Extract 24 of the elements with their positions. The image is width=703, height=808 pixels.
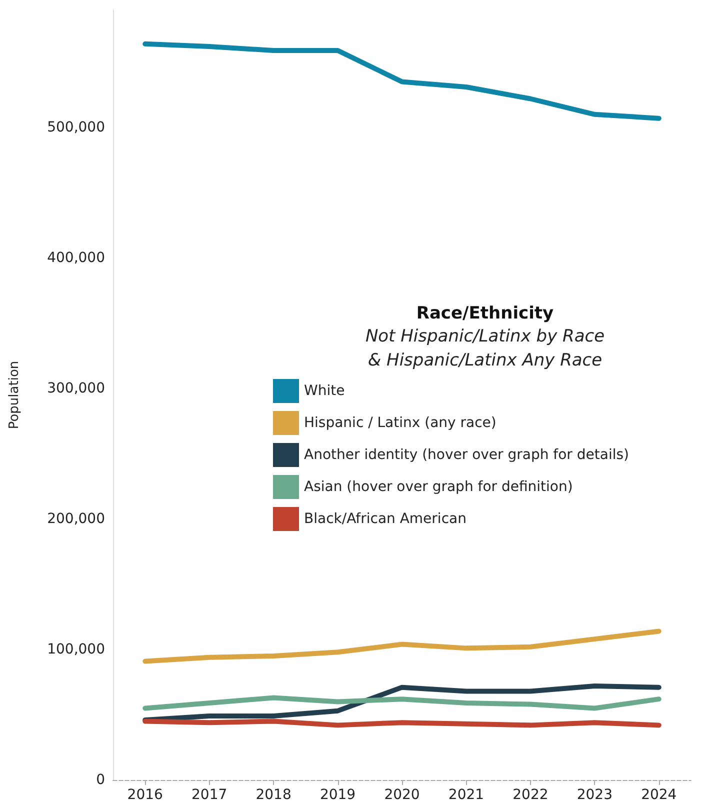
legend-title: Race/Ethnicity (416, 304, 554, 324)
x-tick-label: 2021 (448, 787, 484, 803)
x-tick-label: 2018 (256, 787, 292, 803)
x-tick-label: 2024 (641, 787, 677, 803)
y-tick-label: 0 (96, 772, 105, 788)
y-axis-title: Population (7, 360, 22, 430)
x-tick-label: 2020 (384, 787, 420, 803)
annotation: & Hispanic/Latinx Any Race (368, 350, 602, 370)
legend-label: Asian (hover over graph for definition) (304, 479, 573, 495)
legend-label: Black/African American (304, 511, 466, 527)
y-tick-label: 100,000 (47, 641, 105, 658)
x-tick-label: 2016 (127, 787, 164, 803)
y-tick-label: 300,000 (47, 380, 105, 396)
x-tick-label: 2023 (576, 787, 612, 803)
legend-label: White (304, 383, 345, 399)
x-tick-label: 2019 (320, 787, 356, 803)
x-tick-label: 2022 (512, 787, 548, 803)
y-tick-label: 400,000 (47, 250, 105, 266)
x-tick-label: 2017 (192, 787, 228, 803)
y-tick-label: 500,000 (47, 119, 105, 136)
y-tick-label: 200,000 (47, 510, 105, 527)
legend-label: Hispanic / Latinx (any race) (304, 415, 496, 431)
annotation: Not Hispanic/Latinx by Race (365, 326, 605, 346)
legend-label: Another identity (hover over graph for details) (304, 447, 629, 463)
